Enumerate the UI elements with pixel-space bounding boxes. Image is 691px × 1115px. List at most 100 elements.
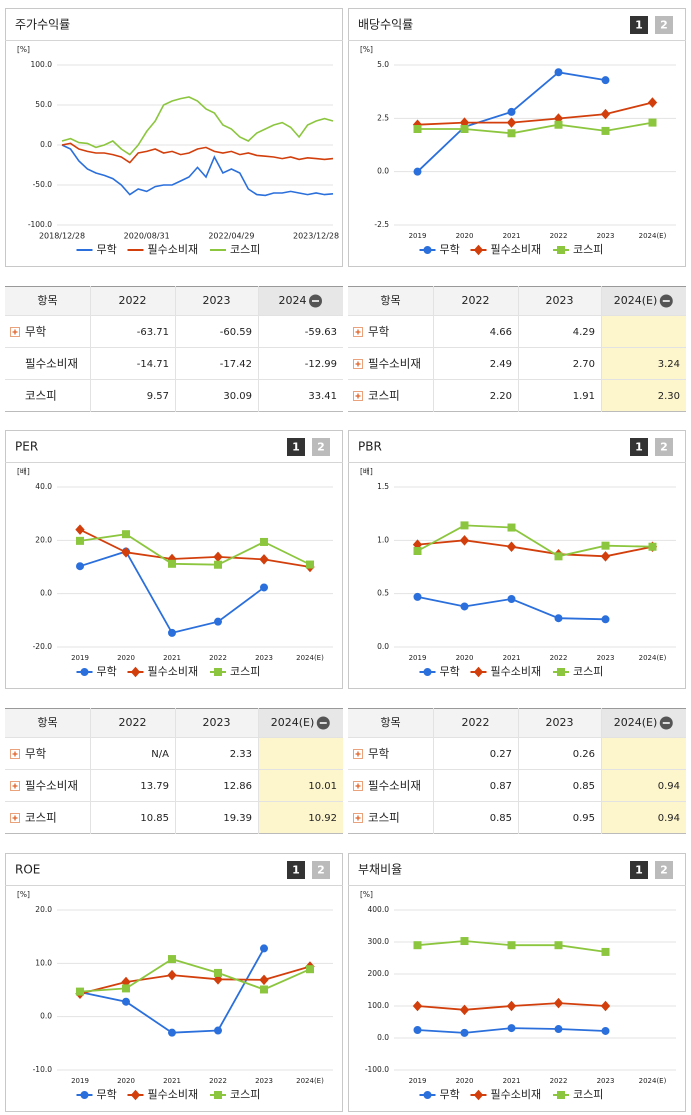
tab-button[interactable]	[630, 438, 648, 456]
tab-button[interactable]	[312, 438, 330, 456]
data-point	[168, 955, 176, 964]
y-tick-label: -50.0	[33, 180, 53, 189]
x-tick-label: 2021	[503, 232, 521, 240]
data-point	[507, 595, 516, 603]
y-tick-label: 0.0	[40, 140, 52, 149]
data-point	[259, 554, 269, 565]
table-value: 9.57	[147, 391, 169, 402]
table-value: 2.33	[230, 749, 252, 760]
row-label: 코스피	[368, 389, 400, 403]
table-value: 0.85	[490, 813, 512, 824]
x-tick-label: 2019	[71, 1077, 89, 1085]
tab-button[interactable]	[630, 861, 648, 879]
data-point	[413, 941, 422, 950]
data-point	[168, 628, 176, 637]
legend-label: 필수소비재	[148, 243, 199, 256]
x-tick-label: 2020	[456, 232, 474, 240]
tab-label[interactable]: 1	[635, 864, 643, 877]
x-tick-label: 2019	[409, 1077, 427, 1085]
data-point	[460, 1028, 469, 1037]
legend-marker	[473, 244, 484, 256]
chart-panel	[5, 8, 343, 267]
x-tick-label: 2023	[597, 232, 615, 240]
table-value: 30.09	[223, 391, 252, 402]
series-line	[417, 121, 653, 135]
data-point	[601, 76, 610, 85]
tab-label[interactable]: 2	[317, 864, 325, 877]
legend-label: 무학	[97, 665, 117, 678]
table-value: 3.24	[658, 359, 680, 370]
x-tick-label: 2020	[456, 654, 474, 662]
tab-label[interactable]: 2	[660, 864, 668, 877]
row-label: 필수소비재	[25, 357, 78, 371]
data-point	[507, 523, 516, 532]
highlight-cell	[601, 348, 686, 380]
y-tick-label: 0.0	[377, 1033, 389, 1042]
x-tick-label: 2022/04/29	[208, 232, 254, 241]
data-point	[601, 1026, 610, 1035]
legend-label: 무학	[97, 243, 117, 256]
tab-label[interactable]: 1	[292, 864, 300, 877]
tab-label[interactable]: 1	[635, 441, 643, 454]
legend-label: 무학	[97, 1088, 117, 1101]
legend-label: 필수소비재	[148, 1088, 199, 1101]
unit-label: [%]	[17, 45, 30, 54]
table-value: 13.79	[140, 781, 169, 792]
x-tick-label: 2023	[597, 654, 615, 662]
tab-label[interactable]: 1	[635, 19, 643, 32]
legend-marker	[557, 246, 565, 254]
row-label: 코스피	[25, 389, 57, 403]
y-tick-label: 5.0	[377, 60, 389, 69]
tab-button[interactable]	[655, 16, 673, 34]
tab-button[interactable]	[287, 861, 305, 879]
header-cell	[5, 286, 90, 316]
legend-marker	[214, 668, 222, 676]
data-point	[507, 129, 516, 138]
series-line	[417, 539, 653, 558]
chart-title: PBR	[358, 440, 382, 454]
tab-label[interactable]: 2	[660, 441, 668, 454]
row-label: 필수소비재	[368, 779, 421, 793]
data-point	[168, 1028, 176, 1037]
tab-button[interactable]	[630, 16, 648, 34]
tab-button[interactable]	[655, 861, 673, 879]
data-point	[507, 1024, 516, 1033]
expand-icon-plus	[355, 361, 361, 367]
legend-label: 필수소비재	[148, 665, 199, 678]
header-cell	[518, 286, 601, 316]
chart-title: 배당수익률	[358, 18, 413, 32]
header-cell	[258, 286, 343, 316]
y-tick-label: -2.5	[374, 220, 389, 229]
legend-label: 코스피	[573, 1088, 603, 1101]
header-label: 항목	[37, 716, 57, 729]
unit-label: [%]	[360, 890, 373, 899]
x-tick-label: 2024(E)	[296, 1077, 324, 1085]
data-point	[213, 974, 223, 985]
row-label: 코스피	[25, 811, 57, 825]
highlight-cell	[258, 802, 343, 834]
tab-button[interactable]	[312, 861, 330, 879]
legend-label: 코스피	[230, 243, 260, 256]
header-label: 2022	[119, 716, 147, 729]
tab-label[interactable]: 1	[292, 441, 300, 454]
table-value: 0.27	[490, 749, 512, 760]
x-tick-label: 2019	[409, 654, 427, 662]
tab-button[interactable]	[655, 438, 673, 456]
legend-marker	[423, 1091, 432, 1099]
table-value: 10.92	[308, 813, 337, 824]
header-label: 2024(E)	[614, 294, 658, 307]
header-cell	[433, 708, 518, 738]
y-tick-label: 0.0	[40, 589, 52, 598]
legend-label: 필수소비재	[491, 665, 542, 678]
chart-title: PER	[15, 440, 38, 454]
data-point	[554, 614, 563, 623]
table-value: 33.41	[308, 391, 337, 402]
table-value: -59.63	[305, 327, 337, 338]
tab-button[interactable]	[287, 438, 305, 456]
data-point	[506, 541, 517, 552]
data-point	[214, 617, 222, 626]
tab-label[interactable]: 2	[317, 441, 325, 454]
row-label: 무학	[368, 325, 390, 339]
expand-icon-plus	[12, 783, 18, 789]
tab-label[interactable]: 2	[660, 19, 668, 32]
